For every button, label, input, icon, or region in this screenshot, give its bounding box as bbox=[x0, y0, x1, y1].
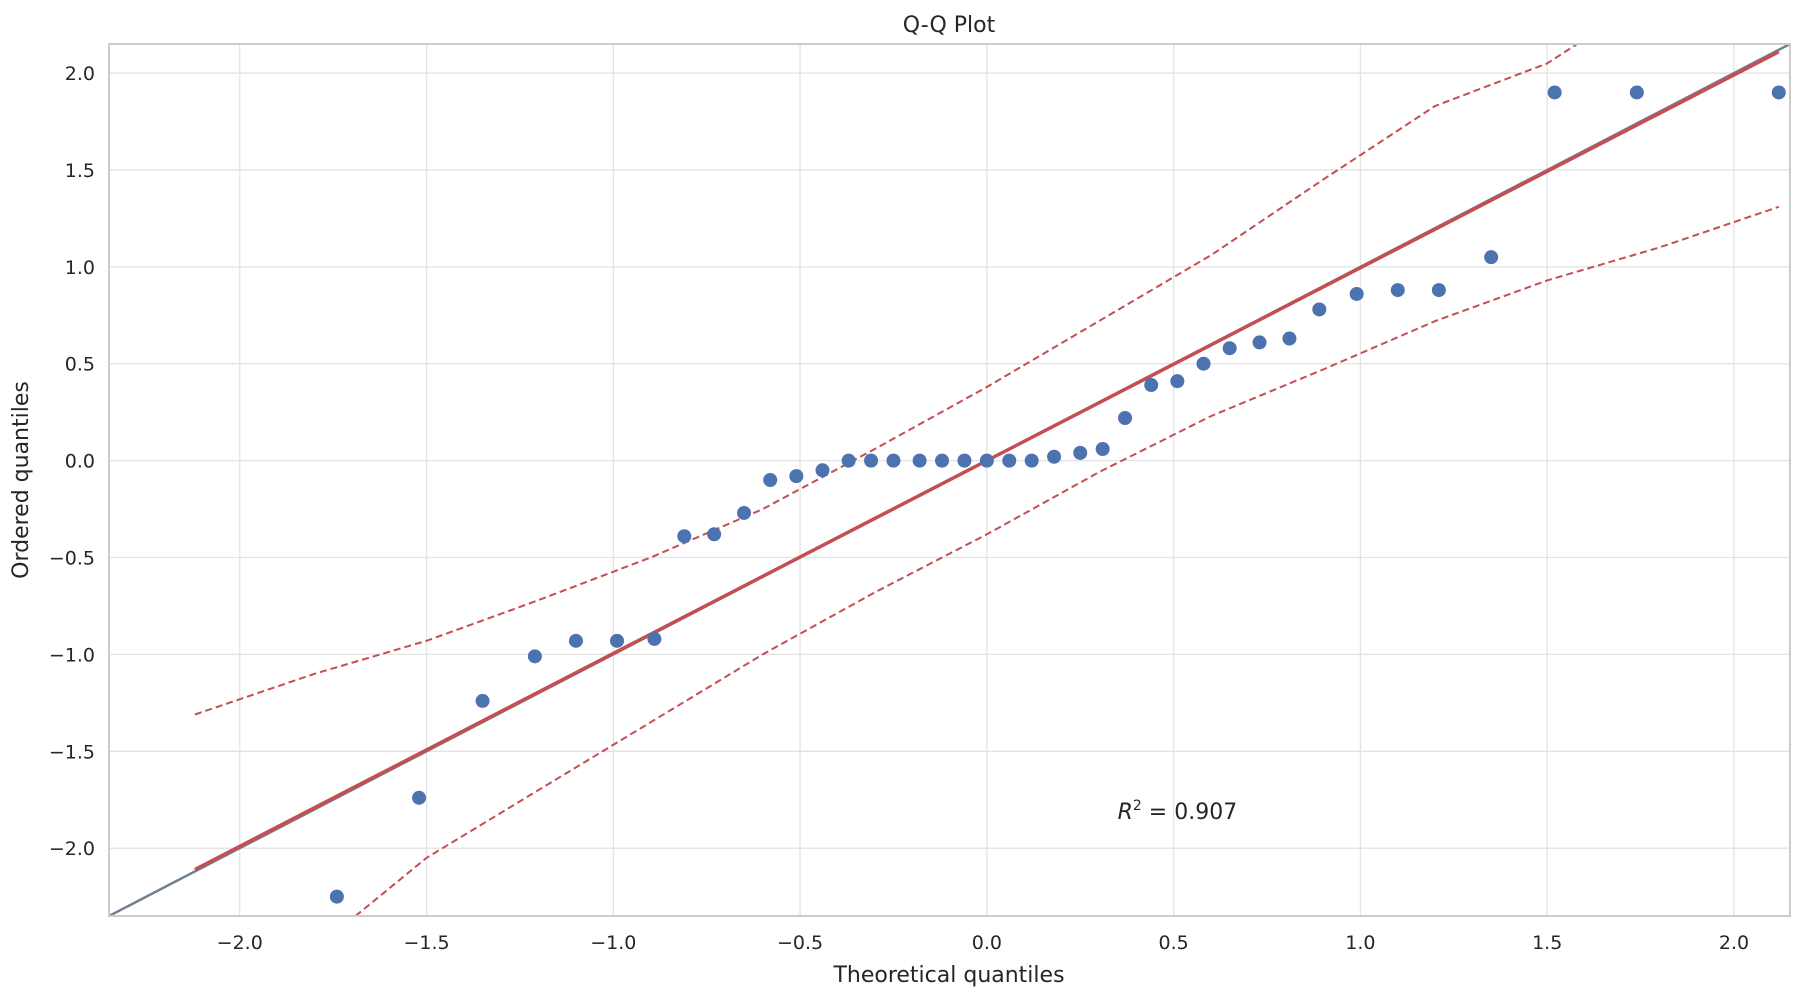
y-tick-label: −0.5 bbox=[49, 548, 95, 570]
x-tick-label: −2.0 bbox=[217, 932, 263, 954]
data-point bbox=[1390, 283, 1405, 298]
data-point bbox=[1170, 374, 1185, 389]
r-squared-annotation: R2 = 0.907 bbox=[1118, 798, 1238, 825]
data-point bbox=[737, 505, 752, 520]
data-point bbox=[841, 453, 856, 468]
data-point bbox=[677, 529, 692, 544]
data-point bbox=[475, 693, 490, 708]
r-squared-prefix: R bbox=[1118, 800, 1133, 825]
y-tick-labels: −2.0 −1.5 −1.0 −0.5 0.0 0.5 1.0 1.5 2.0 bbox=[49, 63, 95, 860]
data-point bbox=[1771, 85, 1786, 100]
data-point bbox=[1118, 410, 1133, 425]
data-point bbox=[610, 633, 625, 648]
data-point bbox=[1095, 441, 1110, 456]
r-squared-value: = 0.907 bbox=[1142, 800, 1237, 825]
plot-frame bbox=[108, 43, 1791, 917]
data-points bbox=[329, 85, 1786, 904]
y-tick-label: 0.0 bbox=[65, 451, 95, 473]
data-point bbox=[763, 473, 778, 487]
data-point bbox=[1349, 286, 1364, 301]
grid bbox=[109, 44, 1790, 916]
data-point bbox=[1047, 449, 1062, 464]
data-point bbox=[647, 631, 662, 646]
data-point bbox=[1196, 356, 1211, 371]
data-point bbox=[1629, 85, 1644, 100]
data-point bbox=[957, 453, 972, 468]
data-point bbox=[979, 453, 994, 468]
data-point bbox=[1484, 250, 1499, 265]
data-point bbox=[886, 453, 901, 468]
y-tick-label: −2.0 bbox=[49, 838, 95, 860]
data-point bbox=[1431, 283, 1446, 298]
confidence-band-lower bbox=[354, 205, 1780, 916]
x-tick-label: 1.5 bbox=[1532, 932, 1562, 954]
data-point bbox=[935, 453, 950, 468]
y-tick-label: 1.0 bbox=[65, 257, 95, 279]
data-point bbox=[527, 649, 542, 664]
data-point bbox=[1073, 445, 1088, 460]
data-point bbox=[707, 527, 722, 542]
data-point bbox=[1144, 378, 1159, 393]
data-point bbox=[568, 633, 583, 648]
data-point bbox=[1312, 302, 1327, 317]
chart-title: Q-Q Plot bbox=[903, 13, 996, 38]
x-tick-label: 1.0 bbox=[1345, 932, 1375, 954]
x-tick-label: 0.5 bbox=[1159, 932, 1189, 954]
y-axis-label: Ordered quantiles bbox=[9, 381, 34, 579]
data-point bbox=[864, 453, 879, 468]
data-point bbox=[1252, 335, 1267, 350]
y-tick-label: 0.5 bbox=[65, 354, 95, 376]
confidence-band-upper bbox=[194, 44, 1578, 716]
data-point bbox=[789, 469, 804, 484]
x-tick-label: 2.0 bbox=[1719, 932, 1749, 954]
data-point bbox=[1222, 341, 1237, 356]
y-tick-label: 1.5 bbox=[65, 160, 95, 182]
data-point bbox=[1002, 453, 1017, 468]
y-tick-label: −1.5 bbox=[49, 741, 95, 763]
r-squared-superscript: 2 bbox=[1133, 798, 1142, 814]
x-tick-labels: −2.0 −1.5 −1.0 −0.5 0.0 0.5 1.0 1.5 2.0 bbox=[217, 932, 1749, 954]
x-tick-label: −1.0 bbox=[590, 932, 636, 954]
x-axis-label: Theoretical quantiles bbox=[832, 963, 1064, 988]
x-tick-label: −1.5 bbox=[403, 932, 449, 954]
data-point bbox=[1282, 331, 1297, 346]
data-point bbox=[412, 790, 427, 805]
data-point bbox=[1547, 85, 1562, 100]
data-point bbox=[912, 453, 927, 468]
y-tick-label: −1.0 bbox=[49, 644, 95, 666]
data-point bbox=[1024, 453, 1039, 468]
y-tick-label: 2.0 bbox=[65, 63, 95, 85]
x-tick-label: −0.5 bbox=[777, 932, 823, 954]
x-tick-label: 0.0 bbox=[972, 932, 1002, 954]
data-point bbox=[329, 889, 344, 904]
data-point bbox=[815, 463, 830, 478]
